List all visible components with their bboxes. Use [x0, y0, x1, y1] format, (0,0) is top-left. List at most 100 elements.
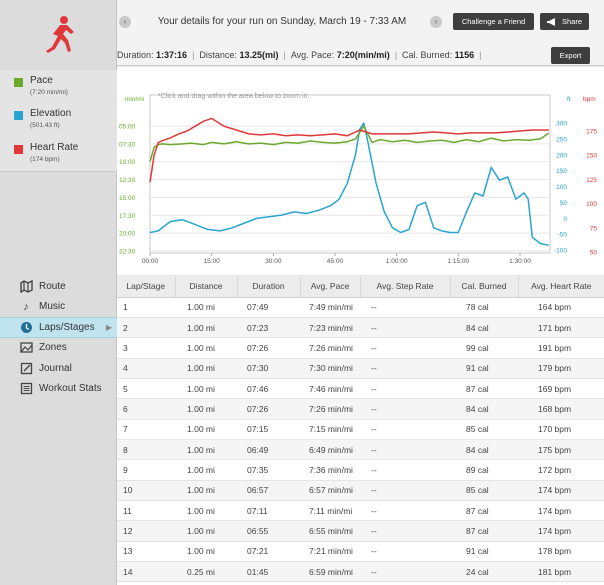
- x-tick-label: 1:30:00: [509, 258, 531, 265]
- calories-label: Cal. Burned:: [402, 50, 455, 60]
- col-duration-header[interactable]: Duration: [236, 276, 300, 298]
- table-row[interactable]: 14 0.25 mi 01:45 6:59 min/mi -- 24 cal 181 bpm: [117, 561, 604, 583]
- nav-item-workout-stats[interactable]: Workout Stats: [0, 379, 117, 400]
- legend-pace[interactable]: Pace (7:20 min/mi): [0, 70, 117, 105]
- col-distance-cell: 1.00 mi: [175, 541, 237, 562]
- col-lap-stage-cell: 1: [117, 297, 175, 318]
- table-row[interactable]: 9 1.00 mi 07:35 7:36 min/mi -- 89 cal 172 bpm: [117, 459, 604, 481]
- nav-item-laps-stages[interactable]: Laps/Stages ▶: [0, 317, 117, 338]
- col-avg-pace-cell: 7:15 min/mi: [300, 419, 360, 440]
- col-cal-burned-cell: 84 cal: [450, 398, 518, 420]
- sidebar-nav: Route ♪ Music Laps/Stages ▶ Zones Journa…: [0, 276, 117, 399]
- col-avg-heart-rate-header[interactable]: Avg. Heart Rate: [517, 276, 604, 298]
- table-row[interactable]: 1 1.00 mi 07:49 7:49 min/mi -- 78 cal 164 bpm: [117, 297, 604, 318]
- col-lap-stage-cell: 2: [117, 317, 175, 339]
- run-chart[interactable]: 05:00 07:30 10:00 12:30 15:00 17:30 20:00 22:30…: [117, 67, 604, 275]
- col-distance-cell: 1.00 mi: [175, 317, 237, 339]
- table-row[interactable]: 7 1.00 mi 07:15 7:15 min/mi -- 85 cal 170 bpm: [117, 419, 604, 440]
- elevation-color-swatch: [14, 111, 23, 120]
- col-avg-step-rate-cell: --: [360, 378, 450, 400]
- stats-list-icon: [19, 382, 33, 396]
- heart-rate-tick-label: 150: [586, 153, 597, 160]
- challenge-friend-button[interactable]: Challenge a Friend: [453, 13, 534, 30]
- nav-item-music[interactable]: ♪ Music: [0, 297, 117, 318]
- col-lap-stage-header[interactable]: Lap/Stage: [117, 276, 175, 298]
- col-duration-cell: 06:55: [237, 520, 300, 542]
- previous-run-button[interactable]: ‹: [119, 16, 131, 28]
- col-avg-step-rate-cell: --: [360, 398, 450, 420]
- col-duration-cell: 07:21: [237, 541, 300, 562]
- run-summary-stats: Duration: 1:37:16 | Distance: 13.25(mi) | Av…: [117, 50, 482, 60]
- x-tick-label: 30:00: [265, 258, 282, 265]
- table-row[interactable]: 4 1.00 mi 07:30 7:30 min/mi -- 91 cal 179 bpm: [117, 358, 604, 379]
- col-lap-stage-cell: 14: [117, 561, 175, 583]
- table-row[interactable]: 10 1.00 mi 06:57 6:57 min/mi -- 85 cal 174 bpm: [117, 480, 604, 501]
- col-avg-pace-cell: 6:55 min/mi: [300, 520, 360, 542]
- table-row[interactable]: 13 1.00 mi 07:21 7:21 min/mi -- 91 cal 178 bpm: [117, 541, 604, 562]
- share-button[interactable]: Share: [540, 13, 589, 30]
- run-chart-svg[interactable]: 05:00 07:30 10:00 12:30 15:00 17:30 20:00 22:30…: [117, 67, 604, 275]
- route-icon: [19, 279, 33, 293]
- duration-label: Duration:: [117, 50, 157, 60]
- x-tick-label: 1:15:00: [447, 258, 469, 265]
- col-distance-cell: 0.25 mi: [175, 561, 237, 583]
- pace-tick-label: 12:30: [119, 177, 136, 184]
- nav-item-zones[interactable]: Zones: [0, 338, 117, 359]
- legend-elevation-value: (501.43 ft): [30, 122, 60, 129]
- elevation-unit-label: ft: [567, 96, 571, 103]
- elevation-tick-label: -100: [554, 248, 567, 255]
- col-avg-pace-header[interactable]: Avg. Pace: [299, 276, 360, 298]
- col-avg-step-rate-cell: --: [360, 439, 450, 461]
- duration-value: 1:37:16: [156, 50, 188, 60]
- col-distance-cell: 1.00 mi: [175, 500, 237, 522]
- col-avg-step-rate-header[interactable]: Avg. Step Rate: [359, 276, 450, 298]
- pace-tick-label: 22:30: [119, 249, 136, 256]
- col-lap-stage-cell: 7: [117, 419, 175, 440]
- legend-heart-rate[interactable]: Heart Rate (174 bpm): [0, 137, 117, 172]
- nav-item-music-label: Music: [39, 301, 66, 313]
- table-row[interactable]: 3 1.00 mi 07:26 7:26 min/mi -- 99 cal 191 bpm: [117, 337, 604, 359]
- col-cal-burned-cell: 85 cal: [450, 419, 518, 440]
- legend-elevation[interactable]: Elevation (501.43 ft): [0, 103, 117, 138]
- music-note-icon: ♪: [23, 300, 29, 313]
- col-cal-burned-cell: 91 cal: [450, 541, 518, 562]
- avg-pace-value: 7:20(min/mi): [336, 50, 390, 60]
- col-distance-header[interactable]: Distance: [174, 276, 237, 298]
- pace-color-swatch: [14, 78, 23, 87]
- nav-item-route[interactable]: Route: [0, 276, 117, 297]
- pace-tick-label: 05:00: [119, 124, 136, 131]
- nav-item-journal[interactable]: Journal: [0, 358, 117, 379]
- next-run-button[interactable]: ›: [430, 16, 442, 28]
- col-avg-pace-cell: 7:36 min/mi: [300, 459, 360, 481]
- laps-table-body: 1 1.00 mi 07:49 7:49 min/mi -- 78 cal 164 bpm 2…: [117, 297, 604, 583]
- pace-tick-label: 15:00: [119, 195, 136, 202]
- table-row[interactable]: 11 1.00 mi 07:11 7:11 min/mi -- 87 cal 174 bpm: [117, 500, 604, 522]
- table-row[interactable]: 5 1.00 mi 07:46 7:46 min/mi -- 87 cal 169 bpm: [117, 378, 604, 400]
- table-row[interactable]: 8 1.00 mi 06:49 6:49 min/mi -- 84 cal 175 bpm: [117, 439, 604, 461]
- col-duration-cell: 07:35: [237, 459, 300, 481]
- x-tick-label: 1:00:00: [386, 258, 408, 265]
- col-cal-burned-cell: 84 cal: [450, 317, 518, 339]
- col-cal-burned-cell: 91 cal: [450, 358, 518, 379]
- elevation-tick-label: 200: [556, 152, 567, 159]
- x-tick-label: 00:00: [142, 258, 159, 265]
- pace-unit-label: min/mi: [125, 96, 144, 103]
- col-distance-cell: 1.00 mi: [175, 520, 237, 542]
- col-lap-stage-cell: 5: [117, 378, 175, 400]
- elevation-tick-label: -50: [558, 232, 568, 239]
- megaphone-icon: [546, 17, 555, 26]
- avg-pace-label: Avg. Pace:: [290, 50, 337, 60]
- share-button-label: Share: [561, 17, 582, 26]
- col-avg-pace-cell: 7:23 min/mi: [300, 317, 360, 339]
- col-cal-burned-header[interactable]: Cal. Burned: [449, 276, 518, 298]
- col-cal-burned-cell: 85 cal: [450, 480, 518, 501]
- col-avg-heart-rate-cell: 174 bpm: [518, 480, 604, 501]
- table-row[interactable]: 2 1.00 mi 07:23 7:23 min/mi -- 84 cal 171 bpm: [117, 317, 604, 339]
- table-row[interactable]: 6 1.00 mi 07:26 7:26 min/mi -- 84 cal 168 bpm: [117, 398, 604, 420]
- col-avg-pace-cell: 7:49 min/mi: [300, 297, 360, 318]
- table-row[interactable]: 12 1.00 mi 06:55 6:55 min/mi -- 87 cal 174 bpm: [117, 520, 604, 542]
- distance-label: Distance:: [199, 50, 240, 60]
- export-button[interactable]: Export: [551, 47, 590, 64]
- col-avg-step-rate-cell: --: [360, 358, 450, 379]
- legend-heart-rate-value: (174 bpm): [30, 156, 60, 163]
